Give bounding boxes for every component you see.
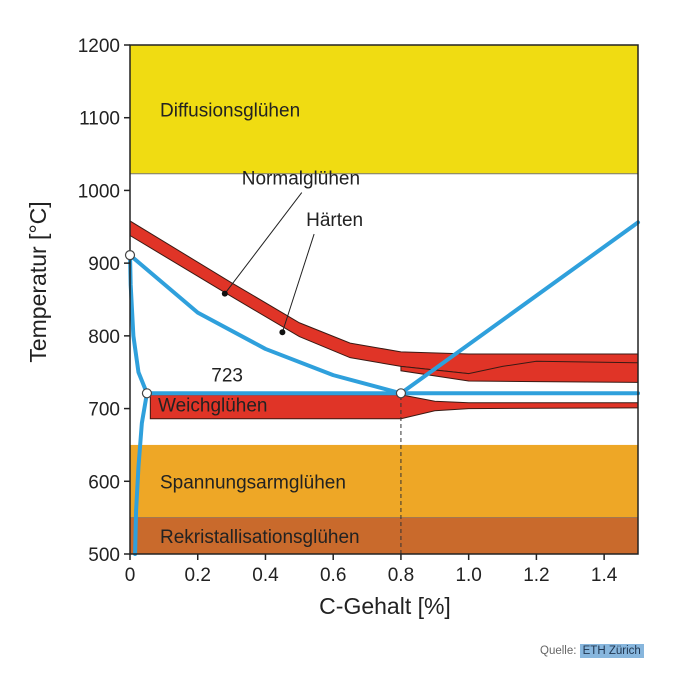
- phase-line-4: [128, 253, 149, 396]
- annotations-layer: Normalglühen Härten 723: [211, 169, 363, 387]
- phase-line-5: [133, 391, 149, 556]
- zone-label-spannungsarmgl-hen: Spannungsarmglühen: [160, 472, 346, 493]
- plot-frame: [129, 44, 639, 555]
- zone-label-rekristallisationsgl-hen: Rekristallisationsglühen: [160, 527, 360, 548]
- y-axis-title: Temperatur [°C]: [25, 201, 51, 362]
- zone-spannungsarmgl-hen: [130, 444, 638, 518]
- x-tick-label: 0.2: [185, 565, 211, 586]
- y-tick-label: 700: [88, 400, 120, 421]
- phase-point-marker: [141, 388, 153, 399]
- x-tick-label: 1.2: [523, 565, 549, 586]
- annotation-723: 723: [211, 366, 243, 387]
- source-credit: Quelle: ETH Zürich: [540, 644, 644, 658]
- zones-layer: Diffusionsglühen Spannungsarmglühen Rekris…: [130, 45, 638, 555]
- x-tick-label: 0: [125, 565, 136, 586]
- y-axis: 500 600 700 800 900 1000 1100 1200: [78, 36, 130, 566]
- x-tick-label: 0.8: [388, 565, 414, 586]
- x-tick-label: 1.4: [591, 565, 618, 586]
- annotation-normalgl-hen: Normalglühen: [242, 169, 360, 190]
- credit-source-link[interactable]: ETH Zürich: [579, 644, 644, 658]
- bands-layer: Weichglühen: [129, 220, 639, 420]
- x-axis-title: C-Gehalt [%]: [319, 593, 451, 619]
- plot-border: [129, 44, 639, 555]
- credit-prefix: Quelle:: [540, 645, 577, 657]
- band-normalgl-hen: [129, 220, 639, 380]
- y-tick-label: 900: [88, 254, 120, 275]
- y-tick-label: 800: [88, 327, 120, 348]
- x-tick-label: 0.6: [320, 565, 346, 586]
- phase-point-marker: [395, 388, 407, 399]
- annotation-dot: [221, 290, 228, 297]
- phase-point-marker: [124, 250, 136, 261]
- y-tick-label: 1000: [78, 181, 120, 202]
- zone-label-diffusionsgl-hen: Diffusionsglühen: [160, 100, 300, 121]
- x-tick-label: 1.0: [455, 565, 481, 586]
- y-tick-label: 500: [88, 545, 120, 566]
- phase-line-2: [398, 220, 640, 396]
- zone-diffusionsgl-hen: [130, 45, 638, 174]
- zone-rekristallisationsgl-hen: [130, 517, 638, 554]
- y-tick-label: 1100: [79, 109, 120, 130]
- y-tick-label: 1200: [78, 36, 120, 57]
- y-tick-label: 600: [88, 472, 120, 493]
- x-tick-label: 0.4: [252, 565, 279, 586]
- markers-layer: [124, 250, 407, 399]
- annotation-dot: [279, 329, 286, 336]
- annotation-h-rten: Härten: [306, 210, 363, 231]
- phase-line-1: [128, 253, 403, 396]
- band-label-weichgluehen: Weichglühen: [158, 395, 268, 416]
- annotation-leader-line: [281, 233, 315, 333]
- annotation-leader-line: [224, 192, 303, 294]
- x-axis: 0 0.2 0.4 0.6 0.8 1.0 1.2 1.4: [125, 554, 618, 586]
